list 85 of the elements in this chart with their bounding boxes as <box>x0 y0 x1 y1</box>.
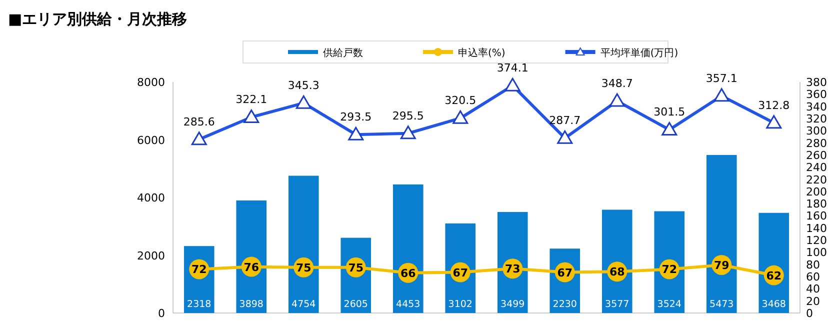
y2-tick-label: 340 <box>806 100 827 114</box>
y2-tick-label: 260 <box>806 148 827 162</box>
bar <box>497 212 528 313</box>
y2-tick-label: 320 <box>806 112 827 126</box>
data-label: 2230 <box>552 299 577 310</box>
data-label: 76 <box>244 260 260 274</box>
data-label: 285.6 <box>183 115 215 128</box>
y2-tick-label: 120 <box>806 234 827 248</box>
data-label: 320.5 <box>444 94 476 108</box>
data-label: 3524 <box>657 299 682 310</box>
y2-tick-label: 360 <box>806 88 827 102</box>
data-label: 295.5 <box>392 109 424 122</box>
data-label: 3102 <box>448 299 472 310</box>
data-label: 75 <box>348 261 364 274</box>
bar <box>602 210 632 313</box>
data-label: 301.5 <box>654 106 686 119</box>
legend-label: 供給戸数 <box>323 47 363 59</box>
y2-tick-label: 200 <box>806 185 827 198</box>
point <box>244 109 260 123</box>
data-label: 2318 <box>187 299 212 310</box>
data-label: 79 <box>714 258 730 272</box>
legend-label: 申込率(%) <box>458 47 506 59</box>
y2-tick-label: 100 <box>806 246 827 260</box>
data-label: 62 <box>766 269 782 282</box>
y-tick-label: 2000 <box>137 249 165 262</box>
data-label: 312.8 <box>758 98 790 112</box>
data-label: 67 <box>557 266 573 280</box>
legend-label: 平均坪単価(万円) <box>600 47 678 59</box>
point <box>662 122 678 136</box>
data-label: 287.7 <box>549 114 581 128</box>
y-tick-label: 0 <box>158 307 165 320</box>
data-label: 4453 <box>396 299 420 310</box>
point <box>557 130 573 144</box>
point <box>452 110 468 124</box>
y2-tick-label: 300 <box>806 124 827 138</box>
data-label: 357.1 <box>706 72 738 85</box>
data-label: 72 <box>662 263 678 276</box>
bar <box>236 200 267 313</box>
y2-tick-label: 220 <box>806 173 827 186</box>
chart-title: ■エリア別供給・月次推移 <box>8 10 188 28</box>
data-label: 3577 <box>605 299 630 310</box>
data-label: 293.5 <box>340 110 372 124</box>
y-tick-label: 6000 <box>137 134 165 147</box>
point <box>609 93 625 107</box>
y2-tick-label: 380 <box>806 76 827 89</box>
data-label: 75 <box>296 261 312 274</box>
y2-tick-label: 60 <box>806 270 820 284</box>
data-label: 345.3 <box>288 79 320 92</box>
point <box>714 88 730 102</box>
point <box>296 95 312 109</box>
y-tick-label: 4000 <box>137 192 165 204</box>
y2-tick-label: 180 <box>806 198 827 211</box>
data-label: 3499 <box>500 299 525 310</box>
y2-tick-label: 0 <box>806 307 813 320</box>
y2-tick-label: 240 <box>806 161 827 174</box>
data-label: 322.1 <box>236 93 268 106</box>
point <box>191 132 207 146</box>
point <box>348 126 364 140</box>
y-tick-label: 8000 <box>137 76 165 89</box>
point <box>400 126 416 140</box>
data-label: 5473 <box>710 299 734 310</box>
data-label: 73 <box>504 262 520 276</box>
y2-tick-label: 160 <box>806 210 827 223</box>
data-label: 3898 <box>239 299 264 310</box>
data-label: 2605 <box>344 299 368 310</box>
bar <box>706 154 737 313</box>
y2-tick-label: 40 <box>806 282 820 296</box>
y2-tick-label: 140 <box>806 222 827 235</box>
point <box>504 78 520 92</box>
data-label: 66 <box>400 266 416 280</box>
y2-tick-label: 280 <box>806 136 827 150</box>
data-label: 72 <box>191 263 207 276</box>
bar <box>758 212 790 313</box>
data-label: 3468 <box>762 299 786 310</box>
data-label: 374.1 <box>496 62 528 75</box>
data-label: 67 <box>452 266 468 280</box>
bar <box>392 184 424 313</box>
data-label: 348.7 <box>601 77 633 90</box>
data-label: 4754 <box>292 299 316 310</box>
bar <box>654 211 685 313</box>
y2-tick-label: 20 <box>806 294 820 308</box>
data-label: 68 <box>609 266 625 279</box>
bar <box>288 176 319 313</box>
point <box>766 115 782 129</box>
y2-tick-label: 80 <box>806 258 820 272</box>
